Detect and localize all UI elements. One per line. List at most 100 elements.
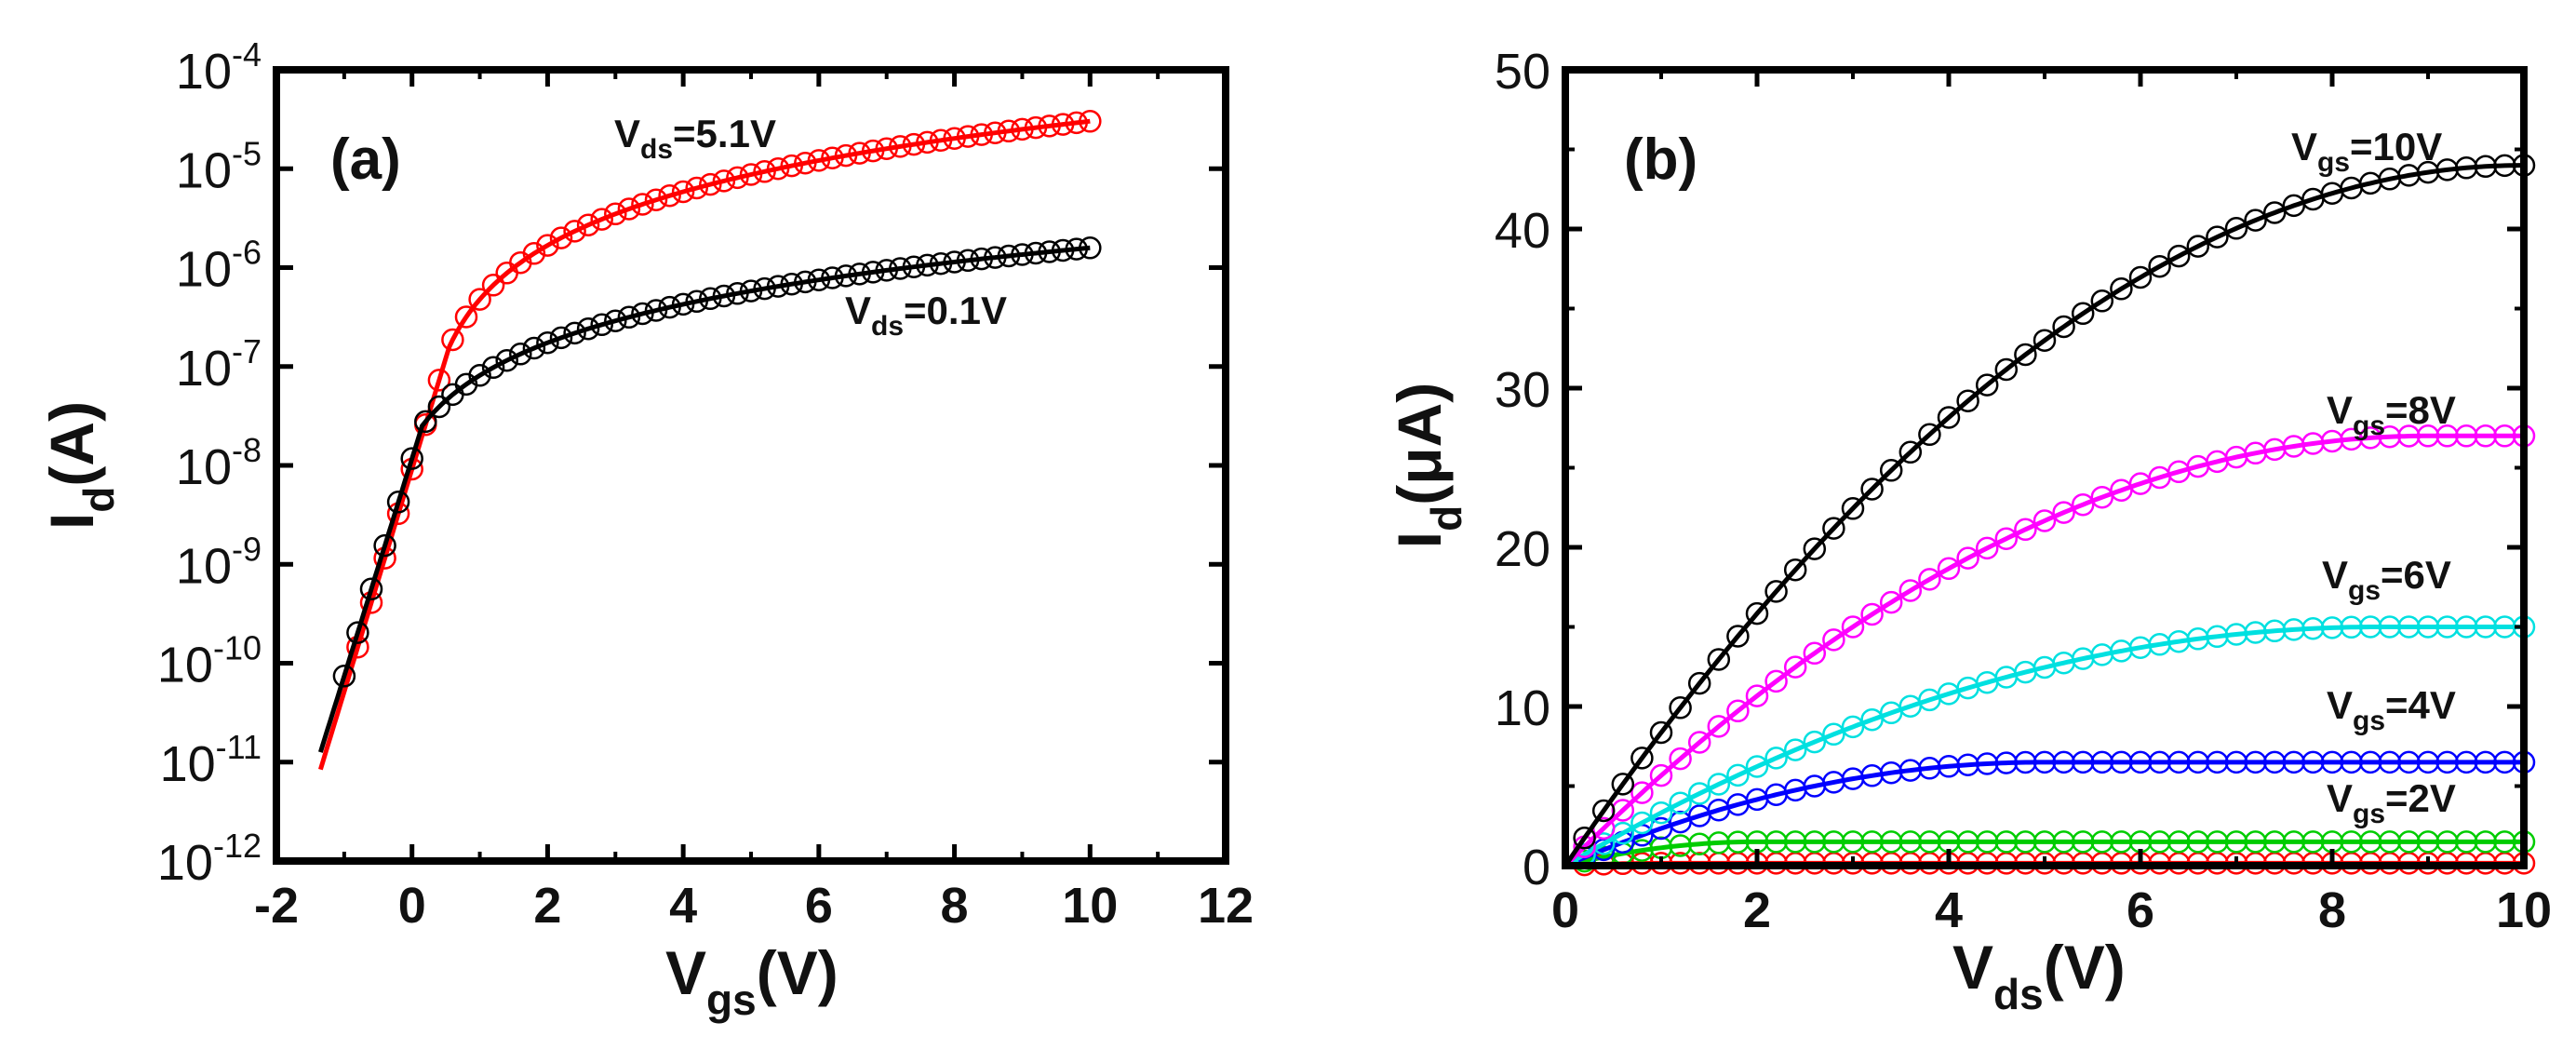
panel-b-marker (2378, 615, 2402, 639)
panel-b-marker (1707, 773, 1731, 796)
panel-a-marker (970, 123, 993, 146)
panel-a-y-tick-label: 10-10 (157, 629, 262, 693)
panel-a-marker (875, 259, 898, 282)
panel-a-marker (984, 246, 1007, 269)
panel-a-y-tick-label: 10-4 (176, 35, 262, 100)
panel-b-marker (2474, 155, 2498, 179)
panel-a-marker (997, 244, 1021, 268)
panel-a-marker (848, 141, 871, 165)
panel-a-ticks: -2 0 2 4 6 8 10 12 10-12 10-11 10-10 10-9 10-8 10-7 10… (157, 35, 1254, 934)
panel-b-marker (2474, 830, 2498, 854)
panel-b-marker (2454, 615, 2478, 639)
panel-a-marker (536, 330, 559, 355)
panel-b-marker (1707, 648, 1731, 671)
panel-b-marker (1783, 738, 1807, 761)
panel-a-marker (766, 156, 790, 181)
panel-b-marker (2397, 424, 2421, 448)
panel-b-marker (2014, 343, 2037, 367)
panel-b-marker (1975, 373, 1999, 397)
panel-b: 0 2 4 6 8 10 0 10 20 30 40 50 (b) Vgs=10V Vgs=8V Vg… (1385, 44, 2552, 1018)
panel-b-y-axis-title: Id(μA) (1385, 383, 1470, 548)
panel-a-marker (549, 226, 573, 249)
panel-a-marker (549, 326, 573, 350)
panel-a-marker (780, 154, 803, 178)
panel-b-marker (2435, 424, 2459, 448)
panel-b-marker (1783, 558, 1807, 582)
panel-a-marker (929, 251, 953, 276)
panel-b-marker (2262, 830, 2287, 854)
panel-b-marker (1783, 655, 1807, 679)
panel-a-marker (346, 621, 369, 644)
panel-a-marker (794, 151, 817, 175)
panel-b-fit-line-1 (1563, 433, 2524, 868)
panel-b-marker (2474, 615, 2498, 639)
panel-b-marker (2301, 830, 2325, 854)
panel-b-marker (1726, 625, 1750, 648)
panel-b-marker (1745, 684, 1769, 707)
panel-b-marker (1611, 773, 1635, 796)
panel-a-y-tick-label: 10-12 (157, 827, 262, 891)
panel-a-marker (1079, 236, 1102, 260)
panel-b-marker (2224, 750, 2248, 774)
panel-a-marker (481, 274, 505, 297)
panel-a-marker (658, 183, 681, 208)
panel-a-marker (386, 491, 410, 514)
panel-b-ticks: 0 2 4 6 8 10 0 10 20 30 40 50 (1495, 44, 2552, 938)
panel-a-marker (1065, 111, 1088, 135)
panel-b-marker (2090, 289, 2114, 313)
panel-a-marker (685, 176, 708, 200)
panel-b-marker (2052, 501, 2075, 524)
panel-a-marker (427, 395, 451, 419)
panel-a-marker (414, 410, 437, 434)
panel-b-marker (2167, 750, 2191, 774)
panel-b-marker (1994, 357, 2019, 382)
panel-b-marker (2110, 277, 2133, 301)
panel-b-marker (2435, 615, 2459, 639)
panel-a-series (318, 110, 1102, 771)
panel-a-y-tick-label: 10-11 (160, 728, 262, 792)
panel-a-marker (1038, 240, 1061, 263)
panel-a-marker (1038, 114, 1061, 138)
panel-a-marker (875, 137, 898, 160)
panel-a-marker (481, 356, 505, 380)
panel-b-marker (1822, 830, 1845, 854)
panel-b-marker (2358, 615, 2382, 639)
panel-a-marker (604, 202, 627, 226)
panel-b-x-axis-title: Vds(V) (1952, 933, 2126, 1018)
panel-b-marker (1956, 389, 1979, 412)
panel-b-marker (1591, 799, 1616, 823)
panel-a-marker (943, 250, 966, 274)
panel-b-marker (1860, 602, 1884, 626)
panel-b-x-tick-label: 10 (2496, 882, 2552, 938)
panel-b-marker (1956, 753, 1979, 776)
panel-a-marker (929, 128, 953, 153)
panel-b-marker (2358, 750, 2382, 774)
series-label-vgs-8: Vgs=8V (2327, 388, 2456, 441)
panel-b-marker (2186, 830, 2210, 854)
panel-a-marker (726, 166, 749, 190)
panel-b-marker (2071, 492, 2095, 517)
panel-b-marker (2071, 302, 2095, 326)
panel-b-x-tick-label: 0 (1551, 882, 1579, 938)
panel-a-marker (644, 299, 668, 322)
panel-a-marker (441, 328, 464, 352)
panel-b-marker (2033, 509, 2057, 532)
panel-b-marker (2397, 615, 2421, 639)
panel-b-marker (2320, 616, 2344, 639)
panel-a-marker (509, 343, 532, 366)
panel-a-marker (617, 305, 641, 330)
panel-a-y-tick-label: 10-6 (176, 234, 262, 298)
panel-b-marker (1803, 830, 1827, 854)
panel-b-marker (1822, 628, 1845, 652)
panel-b-marker (1649, 801, 1673, 825)
panel-b-marker (2128, 750, 2153, 774)
panel-a-marker (631, 193, 654, 216)
panel-a-marker (671, 292, 695, 316)
panel-b-marker (2244, 750, 2267, 774)
panel-b-marker (2493, 830, 2516, 854)
panel-b-marker (1707, 831, 1731, 854)
panel-a-marker (766, 275, 790, 298)
series-label-vgs-2: Vgs=2V (2327, 776, 2456, 829)
panel-a-y-tick-label: 10-5 (176, 134, 262, 198)
panel-a-y-axis-title: Id(A) (37, 401, 123, 530)
